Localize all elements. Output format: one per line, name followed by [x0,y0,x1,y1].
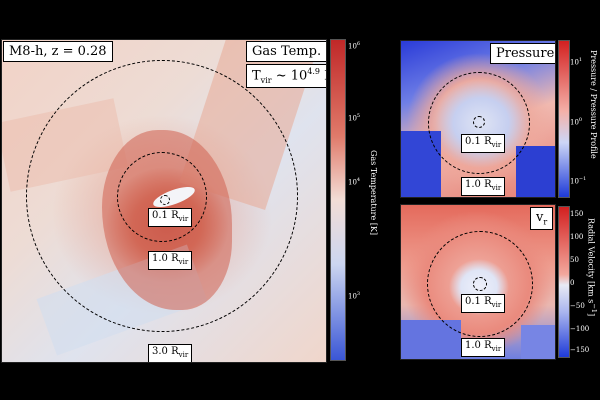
label-1-rvir: 1.0 Rvir [461,338,506,357]
circle-0-1-rvir [160,195,170,205]
circle-1-rvir [428,72,530,174]
velocity-tick: −50 [570,302,585,310]
temperature-colorbar-label: Gas Temperature [K] [369,150,378,235]
label-1-rvir: 1.0 Rvir [148,251,193,270]
velocity-tick: −100 [570,325,590,333]
temperature-tick: 106 [348,41,361,51]
vr-title: vr [530,207,554,230]
circle-0-1-rvir [473,277,487,291]
label-1-rvir: 1.0 Rvir [461,177,506,196]
label-0-1-rvir: 0.1 Rvir [148,208,193,227]
pressure-colorbar-label: Pressure / Pressure Profile [589,50,598,159]
circle-1-rvir [427,231,533,337]
velocity-tick: 150 [570,210,584,218]
velocity-tick: −150 [570,346,590,354]
label-0-1-rvir: 0.1 Rvir [461,134,506,153]
pressure-tick: 101 [570,57,583,67]
pressure-tick: 10−1 [570,176,587,186]
velocity-colorbar [558,206,570,358]
pressure-panel: Pressure 0.1 Rvir 1.0 Rvir [400,40,556,198]
temperature-tick: 103 [348,291,361,301]
gas-temperature-panel: M8-h, z = 0.28 Gas Temp. Tvir ~ 104.9 K … [1,39,327,363]
low-pressure-region [516,146,555,197]
pressure-title: Pressure [490,43,555,64]
halo-label: M8-h, z = 0.28 [3,41,113,62]
pressure-tick: 100 [570,117,583,127]
pressure-colorbar [558,40,570,198]
radial-velocity-panel: vr 0.1 Rvir 1.0 Rvir [400,204,556,360]
velocity-tick: 100 [570,233,584,241]
temperature-tick: 105 [348,113,361,123]
inflow-region [521,325,555,359]
field-label: Gas Temp. [246,41,326,62]
label-0-1-rvir: 0.1 Rvir [461,294,506,313]
velocity-tick: 0 [570,279,575,287]
velocity-colorbar-label: Radial Velocity [km s−1] [586,218,598,317]
circle-1-rvir [117,152,207,242]
temperature-tick: 104 [348,177,361,187]
tvir-label: Tvir ~ 104.9 K [246,64,326,88]
velocity-tick: 50 [570,256,579,264]
circle-3-rvir [26,60,298,332]
temperature-colorbar [330,39,346,361]
circle-0-1-rvir [473,116,485,128]
label-3-rvir: 3.0 Rvir [148,344,193,362]
